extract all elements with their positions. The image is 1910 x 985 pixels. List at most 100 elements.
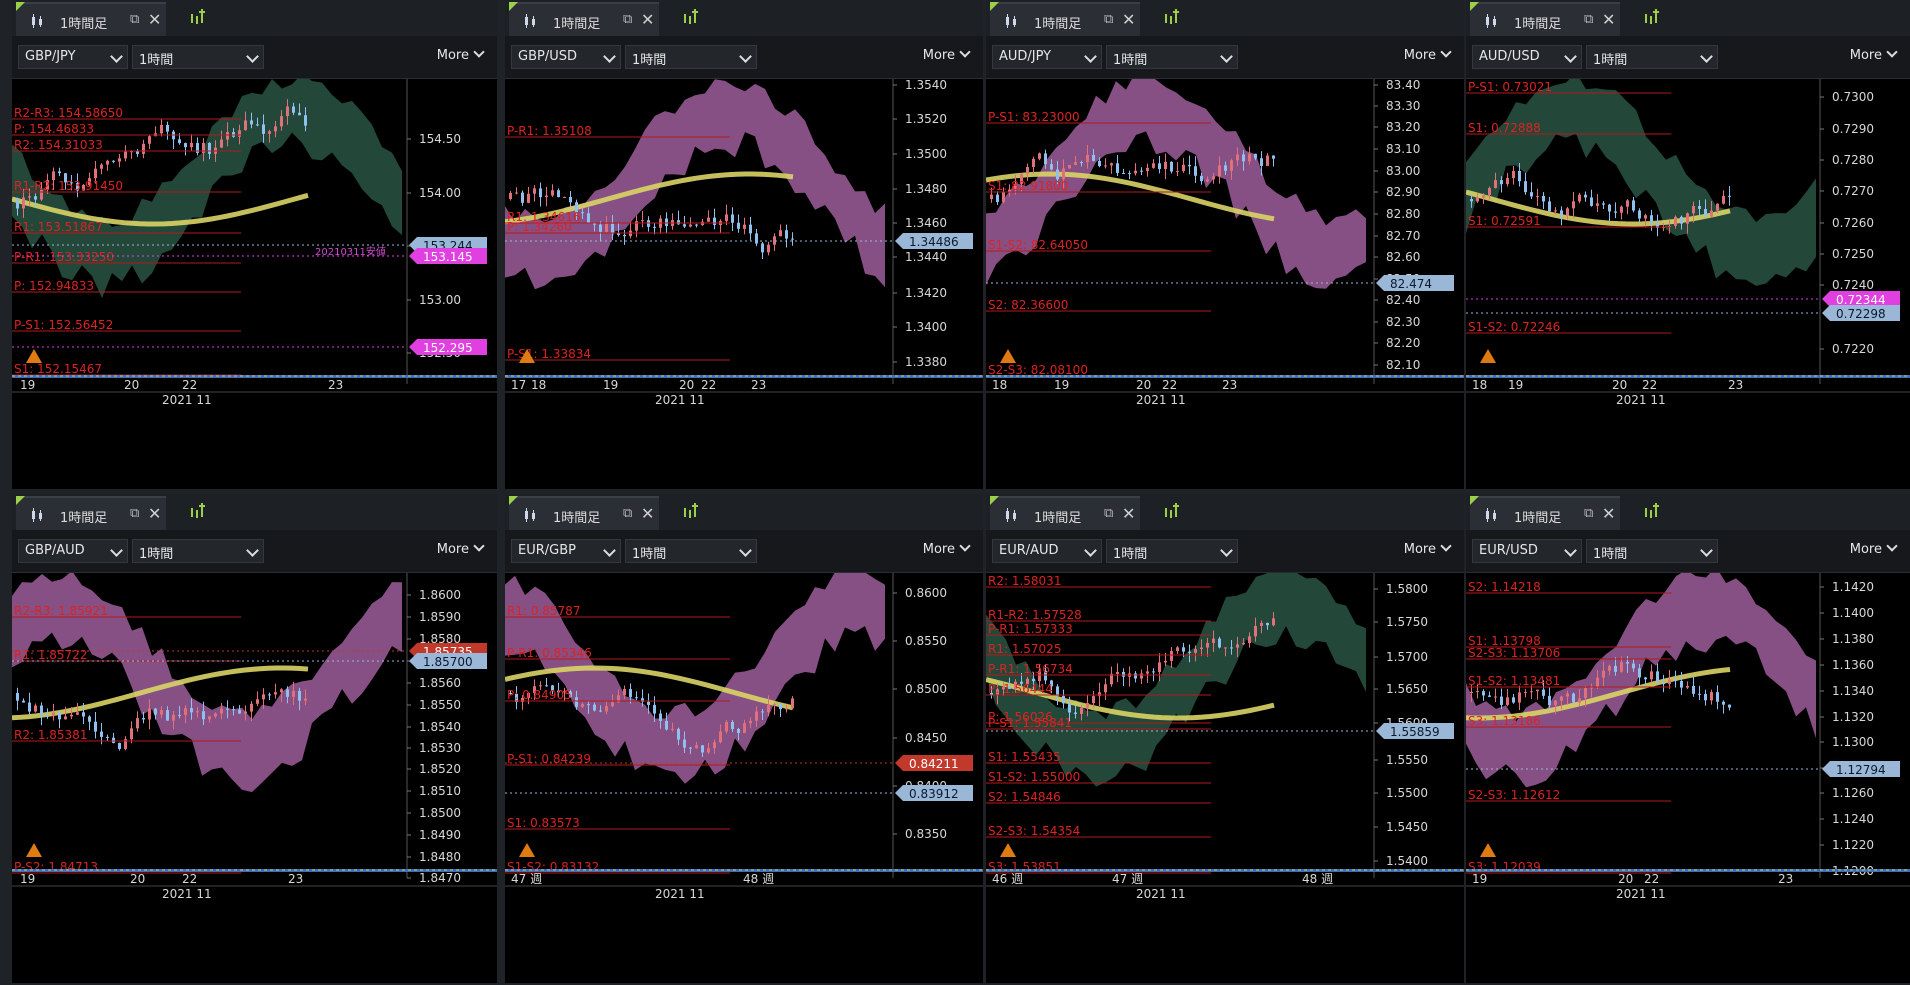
more-button[interactable]: More — [923, 46, 971, 63]
price-chart[interactable]: 83.40 83.30 83.20 83.10 83.00 82.90 82.80 82.70… — [986, 71, 1464, 489]
add-chart-icon[interactable] — [1642, 503, 1662, 521]
svg-text:1.5650: 1.5650 — [1386, 682, 1428, 696]
symbol-select[interactable]: GBP/AUD — [18, 539, 128, 563]
y-tick-label: 1.3420 — [893, 286, 947, 300]
y-tick-label: 1.3440 — [893, 250, 947, 264]
symbol-select[interactable]: AUD/JPY — [992, 45, 1102, 69]
symbol-select[interactable]: AUD/USD — [1472, 45, 1582, 69]
timeframe-select[interactable]: 1時間 — [132, 539, 264, 563]
price-chart[interactable]: 1.58001.57501.57001.56501.56001.55501.55… — [986, 565, 1464, 983]
close-icon[interactable]: ✕ — [1122, 504, 1136, 523]
popout-icon[interactable]: ⧉ — [1104, 12, 1114, 27]
close-icon[interactable]: ✕ — [641, 10, 655, 29]
timeframe-select[interactable]: 1時間 — [132, 45, 264, 69]
more-button[interactable]: More — [923, 540, 971, 557]
svg-text:1.1320: 1.1320 — [1832, 710, 1874, 724]
popout-icon[interactable]: ⧉ — [1104, 506, 1114, 521]
candlestick — [996, 683, 999, 705]
add-chart-icon[interactable] — [188, 9, 208, 27]
more-button[interactable]: More — [437, 540, 485, 557]
svg-text:R1: 1.57025: R1: 1.57025 — [988, 642, 1061, 656]
add-chart-icon[interactable] — [1162, 503, 1182, 521]
pivot-level: S2-S3: 82.08100 — [986, 363, 1212, 377]
add-chart-icon[interactable] — [681, 9, 701, 27]
symbol-select[interactable]: EUR/GBP — [511, 539, 621, 563]
chart-tab[interactable]: 1時間足 ⧉ ✕ — [1470, 496, 1620, 530]
popout-icon[interactable]: ⧉ — [130, 12, 140, 27]
svg-text:83.20: 83.20 — [1386, 120, 1420, 134]
chart-tab[interactable]: 1時間足 ⧉ ✕ — [990, 2, 1140, 36]
close-icon[interactable]: ✕ — [148, 504, 162, 523]
more-button[interactable]: More — [1404, 540, 1452, 557]
candlestick — [238, 124, 241, 145]
popout-icon[interactable]: ⧉ — [623, 12, 633, 27]
timeframe-select[interactable]: 1時間 — [625, 45, 757, 69]
popout-icon[interactable]: ⧉ — [130, 506, 140, 521]
svg-text:82.60: 82.60 — [1386, 250, 1420, 264]
popout-icon[interactable]: ⧉ — [623, 506, 633, 521]
svg-text:S1: 0.72591: S1: 0.72591 — [1468, 214, 1541, 228]
timeframe-select[interactable]: 1時間 — [625, 539, 757, 563]
symbol-select[interactable]: EUR/USD — [1472, 539, 1582, 563]
price-chart[interactable]: 1.1420 1.1400 1.1380 1.1360 1.1340 1.1320 1.13… — [1466, 566, 1910, 983]
price-chart[interactable]: 1.86001.85901.85801.85701.85601.85501.85… — [12, 571, 497, 983]
add-chart-icon[interactable] — [1642, 9, 1662, 27]
more-button[interactable]: More — [1850, 46, 1898, 63]
timeframe-select[interactable]: 1時間 — [1586, 539, 1718, 563]
chart-tab[interactable]: 1時間足 ⧉ ✕ — [509, 2, 659, 36]
y-tick-label: 1.1240 — [1820, 812, 1874, 826]
candlestick — [749, 717, 752, 729]
close-icon[interactable]: ✕ — [1122, 10, 1136, 29]
add-chart-icon[interactable] — [1162, 9, 1182, 27]
chart-tab[interactable]: 1時間足 ⧉ ✕ — [16, 2, 166, 36]
candlestick — [232, 128, 235, 138]
chart-tab[interactable]: 1時間足 ⧉ ✕ — [1470, 2, 1620, 36]
warning-icon[interactable] — [1000, 349, 1016, 363]
svg-text:S2: 1.54846: S2: 1.54846 — [988, 790, 1061, 804]
add-chart-icon[interactable] — [681, 503, 701, 521]
warning-icon[interactable] — [1000, 843, 1016, 857]
svg-text:1.1420: 1.1420 — [1832, 580, 1874, 594]
more-button[interactable]: More — [1850, 540, 1898, 557]
warning-icon[interactable] — [26, 349, 42, 363]
chevron-down-icon — [739, 544, 752, 557]
price-chart[interactable]: 1.3540 1.3520 1.3500 1.3480 1.3460 1.3440 1.34… — [505, 78, 983, 489]
ichimoku-cloud — [986, 71, 1366, 289]
candlestick-icon — [525, 508, 535, 522]
warning-icon[interactable] — [1480, 349, 1496, 363]
timeframe-select[interactable]: 1時間 — [1586, 45, 1718, 69]
candlestick — [665, 712, 668, 731]
y-tick-label: 1.8500 — [407, 806, 461, 820]
svg-text:P: 1.34260: P: 1.34260 — [507, 220, 572, 234]
svg-text:1.3520: 1.3520 — [905, 112, 947, 126]
chart-tab[interactable]: 1時間足 ⧉ ✕ — [16, 496, 166, 530]
candlestick — [52, 703, 55, 721]
close-icon[interactable]: ✕ — [641, 504, 655, 523]
close-icon[interactable]: ✕ — [1602, 504, 1616, 523]
close-icon[interactable]: ✕ — [148, 10, 162, 29]
more-button[interactable]: More — [437, 46, 485, 63]
warning-icon[interactable] — [1480, 843, 1496, 857]
timeframe-select[interactable]: 1時間 — [1106, 539, 1238, 563]
warning-icon[interactable] — [519, 349, 535, 363]
popout-icon[interactable]: ⧉ — [1584, 506, 1594, 521]
warning-icon[interactable] — [519, 843, 535, 857]
more-button[interactable]: More — [1404, 46, 1452, 63]
candlestick — [509, 691, 512, 695]
add-chart-icon[interactable] — [188, 503, 208, 521]
price-chart[interactable]: 0.86000.85500.85000.84500.84000.8350R1: … — [505, 567, 983, 983]
chart-tab[interactable]: 1時間足 ⧉ ✕ — [990, 496, 1140, 530]
price-chart[interactable]: 0.7300 0.7290 0.7280 0.7270 0.7260 0.7250 0.72… — [1466, 72, 1910, 489]
close-icon[interactable]: ✕ — [1602, 10, 1616, 29]
symbol-select[interactable]: EUR/AUD — [992, 539, 1102, 563]
candlestick — [737, 727, 740, 741]
warning-icon[interactable] — [26, 843, 42, 857]
symbol-select[interactable]: GBP/JPY — [18, 45, 128, 69]
symbol-select[interactable]: GBP/USD — [511, 45, 621, 69]
chart-tab[interactable]: 1時間足 ⧉ ✕ — [509, 496, 659, 530]
pivot-level: S2-S3: 1.13706 — [1466, 646, 1672, 660]
popout-icon[interactable]: ⧉ — [1584, 12, 1594, 27]
x-tick-label: 48 週 — [743, 872, 774, 886]
timeframe-select[interactable]: 1時間 — [1106, 45, 1238, 69]
